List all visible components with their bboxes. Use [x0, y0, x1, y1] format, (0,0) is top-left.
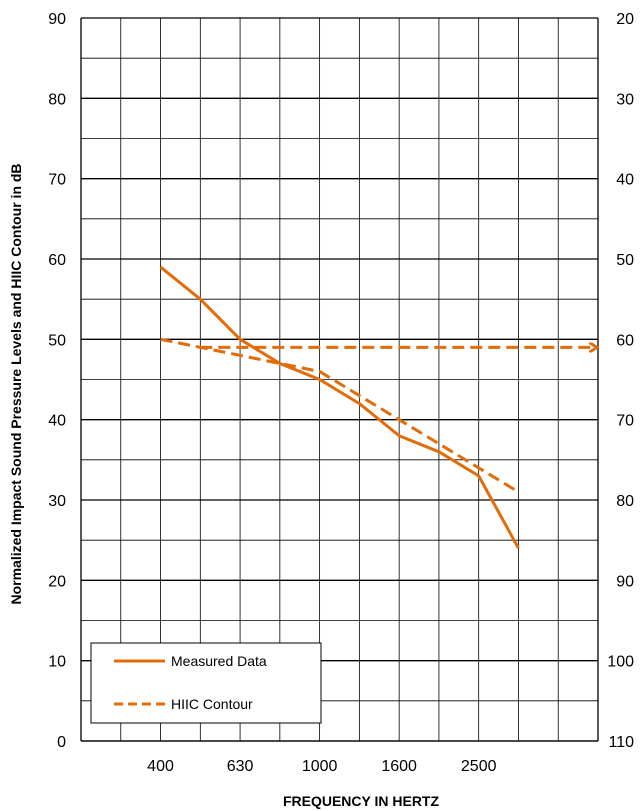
y2-tick-label: 30	[616, 91, 634, 108]
y-tick-label: 70	[48, 172, 66, 189]
x-tick-label: 2500	[461, 758, 497, 775]
y-tick-label: 40	[48, 413, 66, 430]
y-tick-label: 50	[48, 332, 66, 349]
y2-tick-label: 20	[616, 11, 634, 28]
y-tick-label: 90	[48, 11, 66, 28]
x-axis-title: FREQUENCY IN HERTZ	[283, 793, 440, 809]
x-tick-label: 400	[147, 758, 174, 775]
y-axis-title: Normalized Impact Sound Pressure Levels …	[8, 163, 24, 604]
legend-label-measured: Measured Data	[171, 653, 267, 669]
x-tick-label: 1600	[381, 758, 417, 775]
y2-tick-label: 110	[608, 734, 634, 751]
series-line-measured	[159, 265, 520, 549]
legend-label-hiic: HIIC Contour	[171, 696, 253, 712]
y-tick-label: 80	[48, 91, 66, 108]
y-tick-label: 0	[57, 734, 66, 751]
y2-tick-label: 90	[616, 573, 634, 590]
series-layer	[159, 265, 596, 549]
y2-tick-label: 60	[616, 332, 634, 349]
y2-tick-label: 50	[616, 252, 634, 269]
y-tick-label: 30	[48, 493, 66, 510]
x-tick-label: 1000	[302, 758, 338, 775]
y2-tick-label: 40	[616, 172, 634, 189]
axes: 0 10 20 30 40 50 60 70 80 90 110 100 90 80 70 60 50 40 30 2…	[48, 11, 634, 775]
legend: Measured Data HIIC Contour	[90, 642, 322, 724]
y2-tick-label: 70	[616, 413, 634, 430]
y-tick-label: 60	[48, 252, 66, 269]
legend-box	[90, 642, 322, 724]
x-tick-label: 630	[227, 758, 254, 775]
grid	[80, 17, 599, 742]
y-tick-label: 10	[48, 654, 66, 671]
series-line-hiic	[160, 337, 520, 494]
y2-tick-label: 80	[616, 493, 634, 510]
y2-tick-label: 100	[607, 654, 634, 671]
y-tick-label: 20	[48, 573, 66, 590]
